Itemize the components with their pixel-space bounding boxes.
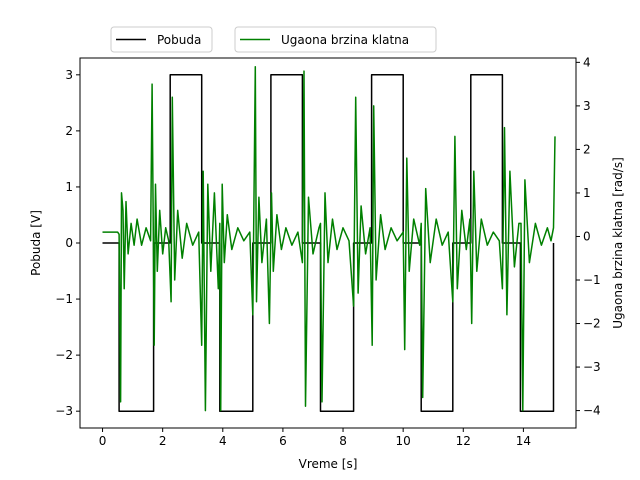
legend-box [234,26,437,53]
y-axis-left: −3 −2 −1 0 1 2 3 [55,68,80,418]
plot-area [102,65,556,412]
y-left-tick-label: 1 [65,180,73,194]
legend-box [110,26,213,53]
x-axis-label: Vreme [s] [299,457,358,471]
y-right-tick-label: −3 [583,360,601,374]
x-tick-label: 12 [456,434,471,448]
legend-label-pobuda: Pobuda [157,33,201,47]
legend-pobuda: Pobuda [110,26,213,53]
y-left-tick-label: 2 [65,124,73,138]
y-right-tick-label: −4 [583,404,601,418]
series-line-pobuda [102,74,555,412]
legend-label-ugaona-brzina: Ugaona brzina klatna [281,33,409,47]
x-tick-label: 2 [159,434,167,448]
series-line-ugaona-brzina [102,65,556,412]
legend-ugaona-brzina: Ugaona brzina klatna [234,26,437,53]
y-left-tick-label: 0 [65,236,73,250]
y-axis-left-label: Pobuda [V] [29,210,43,276]
y-right-tick-label: 0 [583,229,591,243]
x-tick-label: 14 [516,434,531,448]
y-left-tick-label: −3 [55,404,73,418]
y-right-tick-label: 3 [583,99,591,113]
y-left-tick-label: −1 [55,292,73,306]
y-left-tick-label: −2 [55,348,73,362]
x-axis: 0 2 4 6 8 10 12 14 [99,428,531,448]
x-tick-label: 4 [219,434,227,448]
x-tick-label: 6 [279,434,287,448]
y-right-tick-label: 2 [583,142,591,156]
y-axis-right-label: Ugaona brzina klatna [rad/s] [611,157,625,329]
y-right-tick-label: −2 [583,317,601,331]
x-tick-label: 10 [396,434,411,448]
x-tick-label: 0 [99,434,107,448]
y-right-tick-label: −1 [583,273,601,287]
y-right-tick-label: 4 [583,55,591,69]
y-left-tick-label: 3 [65,68,73,82]
y-right-tick-label: 1 [583,186,591,200]
y-axis-right: −4 −3 −2 −1 0 1 2 3 4 [576,55,601,418]
x-tick-label: 8 [339,434,347,448]
